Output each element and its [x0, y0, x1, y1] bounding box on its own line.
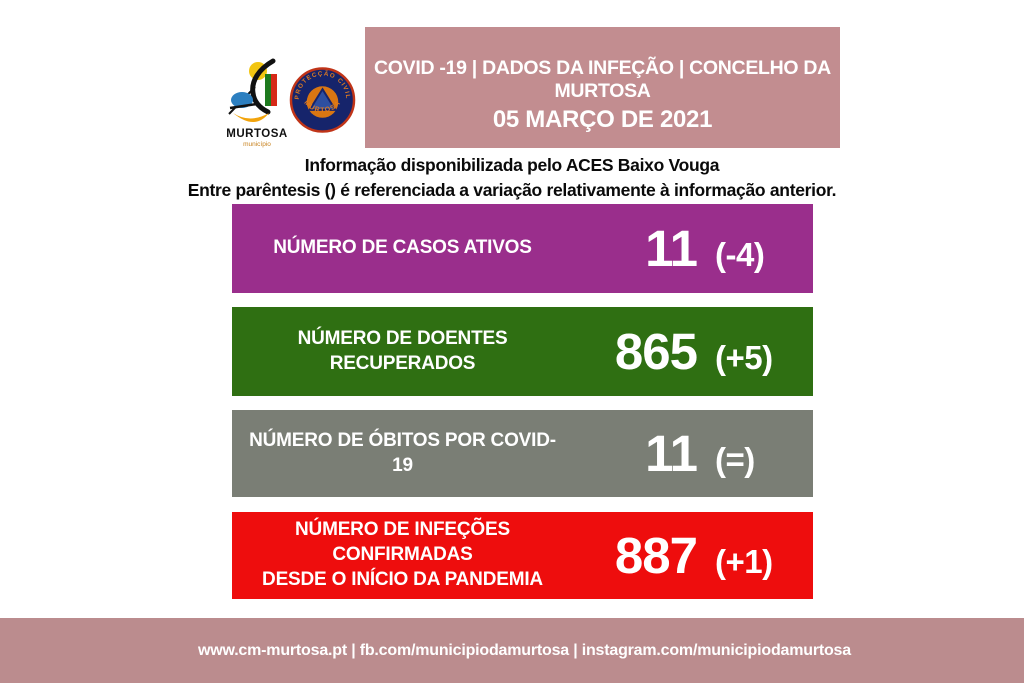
flag-red-stripe: [271, 74, 277, 106]
stat-variation: (-4): [715, 236, 765, 273]
stat-variation: (+1): [715, 543, 773, 580]
footer-links-text: www.cm-murtosa.pt | fb.com/municipiodamu…: [198, 641, 851, 659]
info-line-note: Entre parêntesis () é referenciada a var…: [187, 180, 837, 200]
stat-value-group: 887 (+1): [587, 530, 785, 581]
stat-value-group: 11 (=): [587, 428, 785, 479]
stat-variation: (+5): [715, 339, 773, 376]
stat-value: 865: [614, 323, 698, 380]
stat-value: 11: [645, 220, 698, 277]
header-title: COVID -19 | DADOS DA INFEÇÃO | CONCELHO …: [374, 57, 831, 102]
header-title-box: COVID -19 | DADOS DA INFEÇÃO | CONCELHO …: [365, 27, 840, 148]
proteccao-civil-logo: PROTECÇÃO CIVIL MURTOSA: [289, 67, 356, 133]
stat-bar-deaths: NÚMERO DE ÓBITOS POR COVID-19 11 (=): [232, 410, 813, 497]
murtosa-municipality-logo: MURTOSA município: [226, 58, 287, 148]
stat-bar-recovered: NÚMERO DE DOENTES RECUPERADOS 865 (+5): [232, 307, 813, 396]
murtosa-logo-subtitle: município: [243, 141, 271, 148]
boat-hull: [229, 102, 258, 110]
murtosa-logo-text: MURTOSA: [226, 128, 287, 140]
civil-protection-triangle-icon: [307, 87, 338, 111]
crescent-icon: [233, 113, 269, 122]
stat-bar-active-cases: NÚMERO DE CASOS ATIVOS 11 (-4): [232, 204, 813, 293]
info-line-source: Informação disponibilizada pelo ACES Bai…: [304, 155, 720, 175]
stat-label: NÚMERO DE INFEÇÕES CONFIRMADAS DESDE O I…: [262, 519, 543, 590]
stat-value-group: 865 (+5): [587, 326, 785, 377]
stat-label: NÚMERO DE CASOS ATIVOS: [273, 237, 532, 259]
info-text-block: Informação disponibilizada pelo ACES Bai…: [0, 153, 1024, 203]
stat-value: 11: [645, 425, 698, 482]
stat-label: NÚMERO DE ÓBITOS POR COVID-19: [249, 429, 556, 476]
header-date: 05 MARÇO DE 2021: [492, 106, 713, 133]
footer-links-band: www.cm-murtosa.pt | fb.com/municipiodamu…: [0, 618, 1024, 683]
stat-value-group: 11 (-4): [587, 223, 785, 274]
stat-variation: (=): [715, 441, 755, 478]
stat-value: 887: [614, 527, 698, 584]
flag-green-stripe: [265, 74, 271, 106]
boat-icon: [231, 92, 253, 108]
stat-bar-total-infections: NÚMERO DE INFEÇÕES CONFIRMADAS DESDE O I…: [232, 512, 813, 599]
stat-label: NÚMERO DE DOENTES RECUPERADOS: [297, 327, 508, 374]
swoosh-icon: [250, 58, 276, 115]
